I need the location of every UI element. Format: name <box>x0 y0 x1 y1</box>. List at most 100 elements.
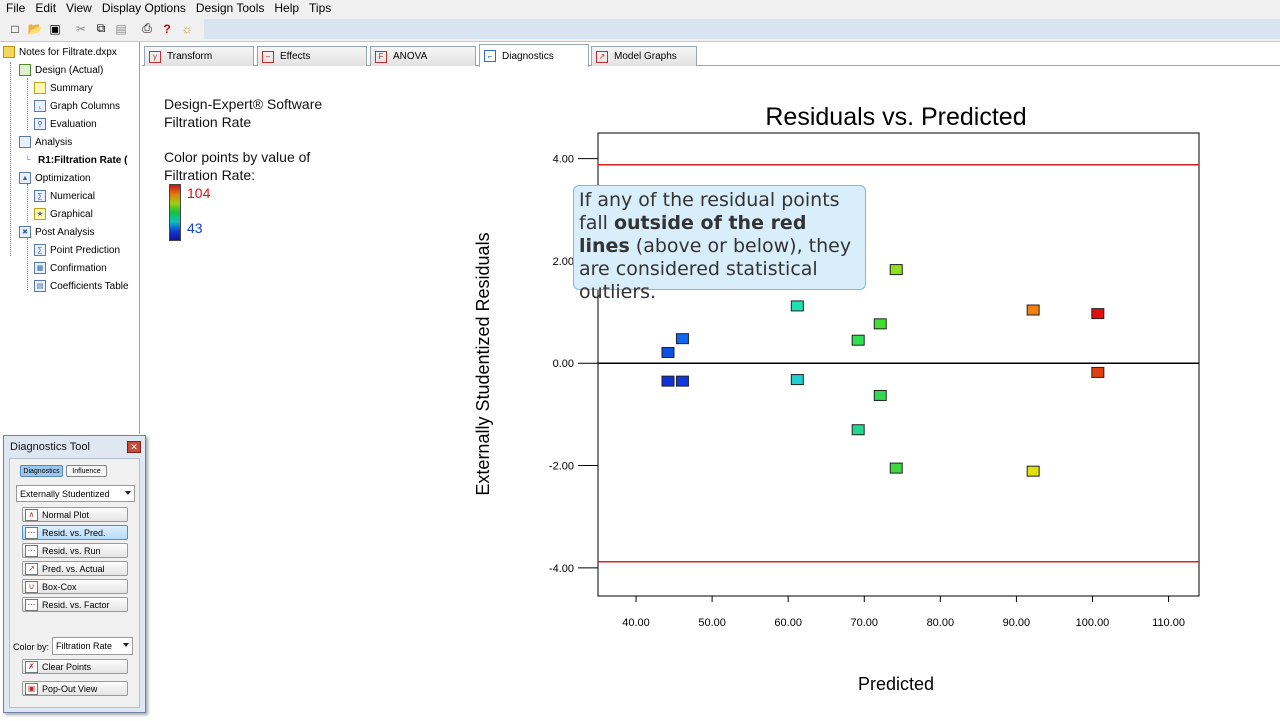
graph-columns-icon: ⌞ <box>34 100 46 112</box>
diagnostics-icon: ⌐ <box>484 50 496 62</box>
menu-help[interactable]: Help <box>274 1 300 15</box>
residual-point[interactable] <box>1026 465 1040 477</box>
menu-view[interactable]: View <box>66 1 92 15</box>
y-axis-label: Externally Studentized Residuals <box>473 232 493 495</box>
coefficients-table-icon: ▤ <box>34 280 46 292</box>
x-tick-label: 40.00 <box>622 617 650 629</box>
residual-point[interactable] <box>675 375 689 387</box>
tree-design[interactable]: Design (Actual) <box>19 62 103 78</box>
close-icon[interactable]: ✕ <box>127 441 141 453</box>
residual-type-select[interactable]: Externally Studentized <box>16 485 135 502</box>
tree-summary[interactable]: Summary <box>34 80 93 96</box>
menu-design-tools[interactable]: Design Tools <box>195 1 265 15</box>
color-response-label: Filtration Rate: <box>164 167 256 183</box>
pred-vs-actual-icon: ↗ <box>25 562 38 575</box>
open-folder-icon[interactable]: 📂 <box>27 21 43 36</box>
post-analysis-icon: ✖ <box>19 226 31 238</box>
optimization-icon: ▲ <box>19 172 31 184</box>
cut-icon[interactable]: ✂ <box>75 21 87 36</box>
residual-point[interactable] <box>873 389 887 401</box>
evaluation-icon: ⚲ <box>34 118 46 130</box>
resid-vs-factor-button[interactable]: ⋯ Resid. vs. Factor <box>22 597 128 612</box>
menu-bar: File Edit View Display Options Design To… <box>0 0 1280 16</box>
confirmation-icon: ▦ <box>34 262 46 274</box>
tab-effects[interactable]: − Effects <box>257 46 367 66</box>
save-icon[interactable]: ▣ <box>49 21 61 36</box>
resid-vs-run-button[interactable]: ⋯ Resid. vs. Run <box>22 543 128 558</box>
residual-point[interactable] <box>661 375 675 387</box>
help-question-icon[interactable]: ? <box>163 21 171 36</box>
tree-confirmation[interactable]: ▦ Confirmation <box>34 260 107 276</box>
resid-vs-run-icon: ⋯ <box>25 544 38 557</box>
menu-tips[interactable]: Tips <box>309 1 332 15</box>
y-tick-label: 0.00 <box>553 358 574 370</box>
residual-point[interactable] <box>1091 366 1105 378</box>
copy-icon[interactable]: ⧉ <box>96 21 106 35</box>
resid-vs-factor-icon: ⋯ <box>25 598 38 611</box>
residual-point[interactable] <box>1026 304 1040 316</box>
tree-graph-columns[interactable]: ⌞ Graph Columns <box>34 98 120 114</box>
tree-r1-filtration-rate[interactable]: └ R1:Filtration Rate ( <box>22 152 128 168</box>
menu-display-options[interactable]: Display Options <box>101 1 186 15</box>
callout-text-bold: outside of the red lines <box>579 212 807 257</box>
tree-analysis[interactable]: Analysis <box>19 134 72 150</box>
tab-anova[interactable]: F ANOVA <box>370 46 476 66</box>
tab-diagnostics[interactable]: ⌐ Diagnostics <box>479 44 589 67</box>
color-scale-min: 43 <box>187 220 203 236</box>
chevron-down-icon <box>123 643 129 647</box>
tip-bulb-icon[interactable]: ☼ <box>181 21 193 36</box>
chevron-down-icon <box>125 491 131 495</box>
residual-point[interactable] <box>851 424 865 436</box>
residual-point[interactable] <box>661 346 675 358</box>
y-tick-label: 2.00 <box>553 256 574 268</box>
menu-file[interactable]: File <box>6 1 26 15</box>
tree-root[interactable]: Notes for Filtrate.dxpx <box>3 44 117 60</box>
pop-out-view-button[interactable]: ▣ Pop-Out View <box>22 681 128 696</box>
graphical-icon: ★ <box>34 208 46 220</box>
resid-vs-pred-button[interactable]: ⋯ Resid. vs. Pred. <box>22 525 128 540</box>
tree-post-analysis[interactable]: ✖ Post Analysis <box>19 224 94 240</box>
response-name: Filtration Rate <box>164 114 252 130</box>
tree-optimization[interactable]: ▲ Optimization <box>19 170 91 186</box>
residual-point[interactable] <box>851 334 865 346</box>
tab-model-graphs[interactable]: ↗ Model Graphs <box>591 46 697 66</box>
callout-text-start: If any of the residual points fall <box>579 189 840 234</box>
tree-numerical[interactable]: ∑ Numerical <box>34 188 95 204</box>
box-cox-button[interactable]: ∪ Box-Cox <box>22 579 128 594</box>
influence-mode-button[interactable]: Influence <box>66 465 107 477</box>
color-by-select[interactable]: Filtration Rate <box>52 637 133 655</box>
residual-point[interactable] <box>790 300 804 312</box>
residual-point[interactable] <box>889 264 903 276</box>
tree-point-prediction[interactable]: ∑ Point Prediction <box>34 242 120 258</box>
folder-icon <box>3 46 15 58</box>
analysis-icon <box>19 136 31 148</box>
clear-points-button[interactable]: ✗ Clear Points <box>22 659 128 674</box>
plot-frame <box>597 132 1200 597</box>
y-tick-label: -4.00 <box>549 563 574 575</box>
print-icon[interactable]: ⎙ <box>142 21 152 35</box>
pred-vs-actual-button[interactable]: ↗ Pred. vs. Actual <box>22 561 128 576</box>
new-file-icon[interactable]: □ <box>11 21 19 36</box>
toolbar: □ 📂 ▣ ✂ ⧉ ▤ ⎙ ? ☼ <box>0 16 1280 42</box>
effects-icon: − <box>262 50 274 63</box>
anova-icon: F <box>375 50 387 63</box>
diagnostics-mode-button[interactable]: Diagnostics <box>20 465 63 477</box>
tree-evaluation[interactable]: ⚲ Evaluation <box>34 116 97 132</box>
residual-point[interactable] <box>1091 308 1105 320</box>
menu-edit[interactable]: Edit <box>35 1 57 15</box>
paste-icon[interactable]: ▤ <box>115 21 127 36</box>
residual-point[interactable] <box>873 318 887 330</box>
diagnostics-tool-body: Diagnostics Influence Externally Student… <box>9 458 140 708</box>
normal-plot-icon: ∧ <box>25 508 38 521</box>
y-tick-label: -2.00 <box>549 461 574 473</box>
normal-plot-button[interactable]: ∧ Normal Plot <box>22 507 128 522</box>
tab-transform[interactable]: γ Transform <box>144 46 254 66</box>
tree-graphical[interactable]: ★ Graphical <box>34 206 93 222</box>
numerical-icon: ∑ <box>34 190 46 202</box>
residual-point[interactable] <box>675 333 689 345</box>
residual-point[interactable] <box>889 462 903 474</box>
x-tick-label: 90.00 <box>1003 617 1031 629</box>
tree-coefficients-table[interactable]: ▤ Coefficients Table <box>34 278 129 294</box>
toolbar-band <box>204 19 1280 39</box>
residual-point[interactable] <box>790 374 804 386</box>
